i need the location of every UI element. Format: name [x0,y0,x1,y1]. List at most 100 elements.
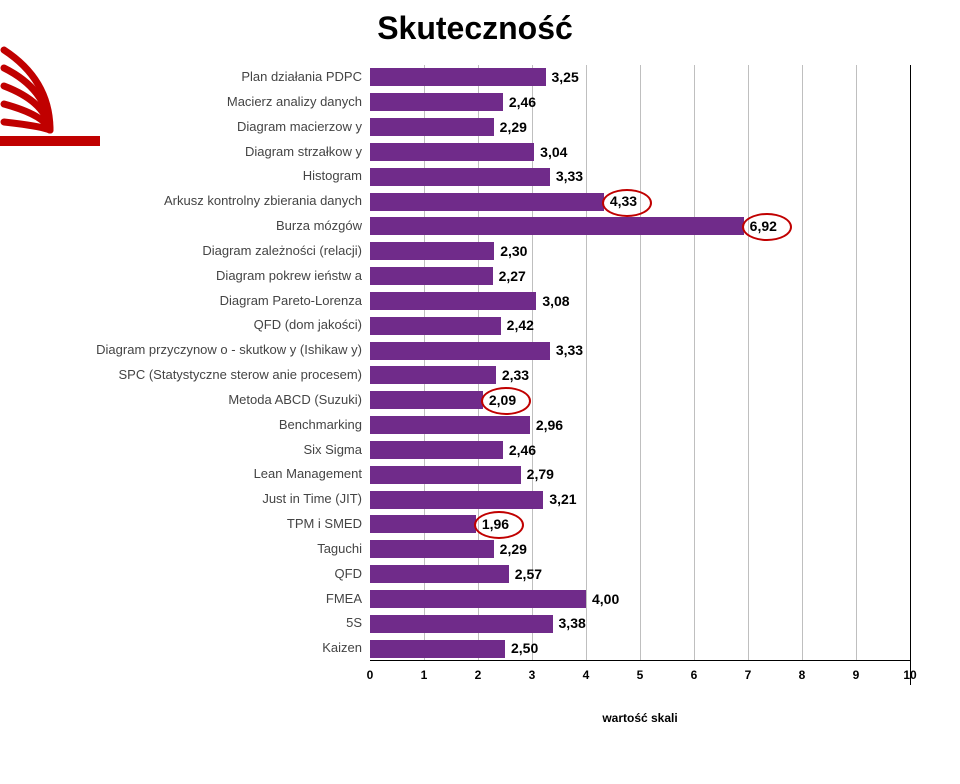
bar [370,441,503,459]
x-tick-label: 8 [799,668,806,682]
x-axis-title: wartość skali [602,711,677,725]
bar [370,292,536,310]
bar [370,466,521,484]
x-tick-label: 7 [745,668,752,682]
bar [370,565,509,583]
bar-row: QFD2,57 [370,562,910,587]
bar [370,118,494,136]
bar-value-label: 3,38 [559,611,586,636]
category-label: 5S [22,611,362,636]
bar [370,615,553,633]
bar-row: Six Sigma2,46 [370,438,910,463]
category-label: QFD (dom jakości) [22,313,362,338]
plot-area: 012345678910Plan działania PDPC3,25Macie… [370,65,910,661]
bar-row: Arkusz kontrolny zbierania danych4,33 [370,189,910,214]
category-label: Just in Time (JIT) [22,487,362,512]
bar-row: Diagram pokrew ieństw a2,27 [370,264,910,289]
bar-value-label: 2,46 [509,438,536,463]
bar [370,242,494,260]
bar-row: Diagram Pareto-Lorenza3,08 [370,289,910,314]
chart-title: Skuteczność [20,10,930,47]
bar-row: SPC (Statystyczne sterow anie procesem)2… [370,363,910,388]
bar-value-label: 2,09 [489,388,516,413]
category-label: FMEA [22,587,362,612]
x-tick-label: 4 [583,668,590,682]
bar-value-label: 2,33 [502,363,529,388]
category-label: Diagram macierzow y [22,115,362,140]
bar [370,491,543,509]
bar-row: Kaizen2,50 [370,636,910,661]
bar-value-label: 2,96 [536,413,563,438]
bar-row: Burza mózgów6,92 [370,214,910,239]
bar-row: Diagram macierzow y2,29 [370,115,910,140]
bar-row: Diagram zależności (relacji)2,30 [370,239,910,264]
bar-row: Lean Management2,79 [370,462,910,487]
bar [370,68,546,86]
bar [370,391,483,409]
bar-value-label: 2,29 [500,537,527,562]
bar-row: Benchmarking2,96 [370,413,910,438]
bar-row: Diagram strzałkow y3,04 [370,140,910,165]
bar-value-label: 1,96 [482,512,509,537]
bar-chart: 012345678910Plan działania PDPC3,25Macie… [370,65,911,685]
category-label: TPM i SMED [22,512,362,537]
bar [370,317,501,335]
bar-row: Taguchi2,29 [370,537,910,562]
bar-value-label: 2,29 [500,115,527,140]
category-label: Arkusz kontrolny zbierania danych [22,189,362,214]
bar [370,640,505,658]
category-label: Burza mózgów [22,214,362,239]
bar [370,342,550,360]
bar [370,515,476,533]
bar-row: QFD (dom jakości)2,42 [370,313,910,338]
x-tick-label: 10 [903,668,916,682]
category-label: Benchmarking [22,413,362,438]
bar-row: Histogram3,33 [370,164,910,189]
bar [370,267,493,285]
bar-row: Macierz analizy danych2,46 [370,90,910,115]
bar [370,217,744,235]
bar-value-label: 3,25 [552,65,579,90]
bar-row: Metoda ABCD (Suzuki)2,09 [370,388,910,413]
bar-row: 5S3,38 [370,611,910,636]
bar-value-label: 4,00 [592,587,619,612]
bar-row: FMEA4,00 [370,587,910,612]
category-label: Kaizen [22,636,362,661]
category-label: Histogram [22,164,362,189]
bar-value-label: 2,30 [500,239,527,264]
category-label: Diagram pokrew ieństw a [22,264,362,289]
category-label: Taguchi [22,537,362,562]
bar [370,143,534,161]
category-label: Diagram Pareto-Lorenza [22,289,362,314]
category-label: Diagram przyczynow o - skutkow y (Ishika… [22,338,362,363]
bar-value-label: 2,79 [527,462,554,487]
category-label: SPC (Statystyczne sterow anie procesem) [22,363,362,388]
bar-value-label: 2,50 [511,636,538,661]
bar-value-label: 3,33 [556,164,583,189]
category-label: Diagram strzałkow y [22,140,362,165]
bar-value-label: 3,21 [549,487,576,512]
category-label: Six Sigma [22,438,362,463]
category-label: QFD [22,562,362,587]
category-label: Metoda ABCD (Suzuki) [22,388,362,413]
category-label: Diagram zależności (relacji) [22,239,362,264]
x-tick-label: 3 [529,668,536,682]
bar-value-label: 2,27 [499,264,526,289]
bar-row: Plan działania PDPC3,25 [370,65,910,90]
category-label: Macierz analizy danych [22,90,362,115]
bar-value-label: 6,92 [750,214,777,239]
x-tick-label: 9 [853,668,860,682]
category-label: Plan działania PDPC [22,65,362,90]
bar-row: TPM i SMED1,96 [370,512,910,537]
x-tick-label: 5 [637,668,644,682]
bar-row: Just in Time (JIT)3,21 [370,487,910,512]
bar-value-label: 2,42 [507,313,534,338]
page: Skuteczność 012345678910Plan działania P… [0,0,960,784]
bar-value-label: 3,08 [542,289,569,314]
bar [370,93,503,111]
bar-value-label: 2,46 [509,90,536,115]
bar-value-label: 4,33 [610,189,637,214]
bar [370,193,604,211]
bar [370,168,550,186]
bar [370,366,496,384]
